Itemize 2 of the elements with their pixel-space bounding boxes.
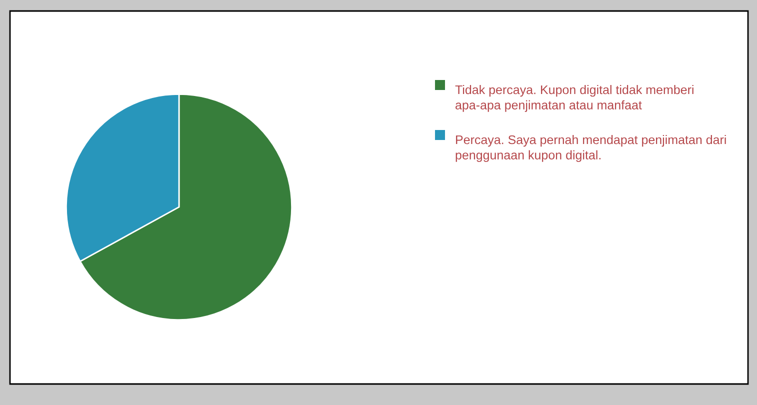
legend-label: Tidak percaya. Kupon digital tidak memberi apa-apa penjimatan atau manfaat: [455, 85, 694, 112]
legend-label: Percaya. Saya pernah mendapat penjimatan dari penggunaan kupon digital.: [456, 135, 726, 162]
